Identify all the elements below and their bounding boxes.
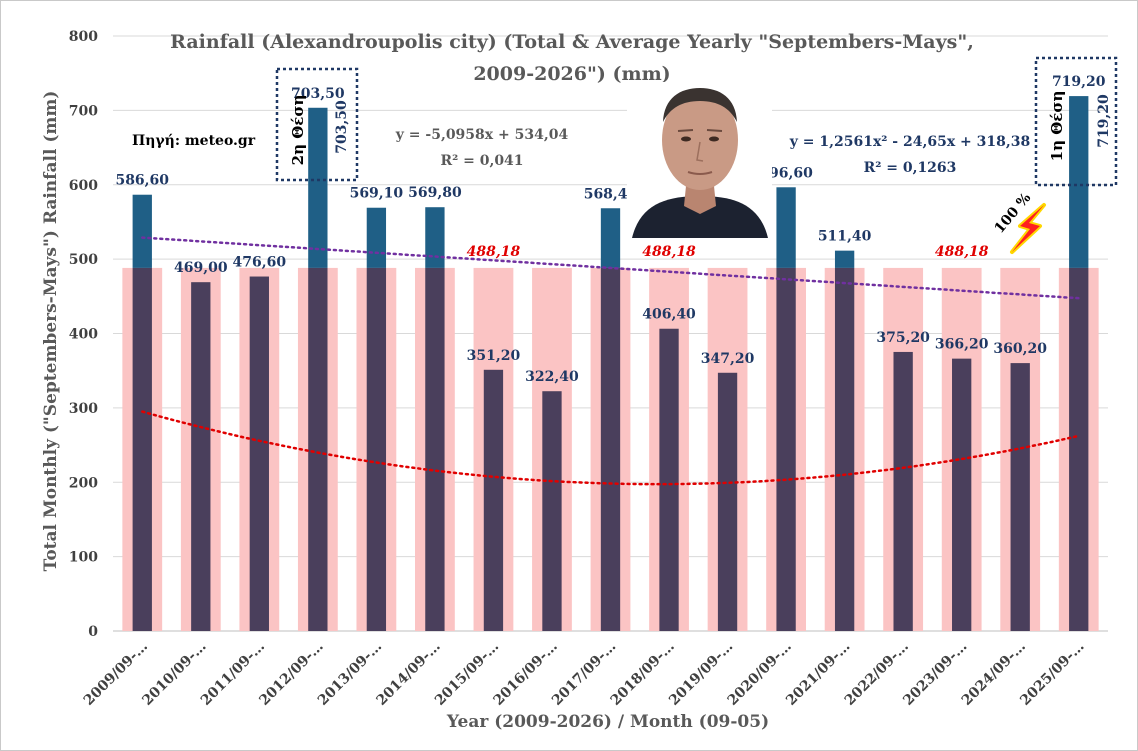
rainfall-bar	[1010, 363, 1030, 631]
rank2-value: 703,50	[334, 100, 350, 154]
x-axis-ticks: 2009/09-…2010/09-…2011/09-…2012/09-…2013…	[81, 639, 1088, 709]
value-label: 406,40	[642, 307, 696, 323]
rainfall-bar	[308, 107, 328, 268]
chart-title: Rainfall (Alexandroupolis city) (Total &…	[170, 31, 974, 53]
rainfall-bar	[776, 267, 796, 631]
y-tick-label: 500	[69, 252, 98, 268]
average-label: 488,18	[467, 244, 521, 260]
value-label: 596,60	[759, 165, 813, 181]
rainfall-bar	[834, 267, 855, 631]
rainfall-bar	[659, 328, 679, 631]
rainfall-bar	[952, 358, 972, 631]
average-label: 488,18	[642, 244, 696, 260]
average-label: 488,18	[935, 244, 989, 260]
trendlines	[141, 236, 1080, 486]
x-axis-title: Year (2009-2026) / Month (09-05)	[446, 712, 769, 732]
linear-trend-r2: R² = 0,041	[440, 153, 523, 169]
rainfall-bar	[308, 267, 328, 631]
rainfall-bar	[600, 208, 621, 268]
source-label: Πηγή: meteo.gr	[132, 133, 256, 149]
y-tick-label: 100	[69, 550, 98, 566]
rainfall-bar	[542, 391, 562, 631]
y-tick-label: 600	[69, 178, 98, 194]
polynomial-trendline	[141, 410, 1080, 486]
rainfall-bars	[132, 96, 1089, 631]
poly-trend-equation: y = 1,2561x² - 24,65x + 318,38	[789, 134, 1030, 150]
rainfall-bar	[600, 267, 621, 631]
y-axis-ticks: 0 100 200 300 400 500 600 700 800	[69, 29, 98, 640]
chart-title-line2: 2009-2026") (mm)	[473, 63, 670, 85]
rainfall-bar	[893, 351, 913, 631]
rank2-box	[275, 67, 359, 182]
y-tick-label: 400	[69, 327, 98, 343]
rank1-box	[1034, 56, 1118, 187]
value-label: 569,10	[350, 186, 404, 202]
rank2-text: 2η Θέση	[289, 95, 307, 166]
y-tick-label: 200	[69, 475, 98, 491]
rainfall-bar	[366, 207, 387, 268]
value-label: 347,20	[701, 351, 755, 367]
rank1-annotation: 1η Θέση 719,20	[1034, 56, 1118, 187]
value-label: 366,20	[935, 337, 989, 353]
value-label: 360,20	[993, 341, 1047, 357]
value-label: 511,40	[818, 229, 872, 245]
value-label: 568,40	[584, 186, 638, 202]
rainfall-bar	[425, 207, 445, 268]
y-tick-label: 800	[69, 29, 98, 45]
value-label: 322,40	[525, 369, 579, 385]
value-label: 703,50	[291, 86, 345, 102]
value-label: 351,20	[467, 348, 521, 364]
lightning-bolt-icon	[1010, 203, 1046, 254]
y-tick-label: 300	[69, 401, 98, 417]
linear-trend-equation: y = -5,0958x + 534,04	[395, 127, 569, 143]
poly-trend-r2: R² = 0,1263	[864, 160, 957, 176]
rank1-value: 719,20	[1096, 94, 1112, 148]
rainfall-bar	[834, 250, 855, 268]
value-label: 375,20	[876, 330, 930, 346]
rainfall-bar	[483, 369, 504, 631]
value-labels: 586,60 469,00 476,60 703,50 569,10 569,80 351,…	[115, 74, 1105, 385]
rainfall-bar	[1069, 267, 1089, 631]
rank1-text: 1η Θέση	[1048, 91, 1066, 162]
rainfall-bar	[366, 267, 387, 631]
rank2-annotation: 2η Θέση 703,50	[275, 67, 359, 182]
value-label: 476,60	[233, 255, 287, 271]
rainfall-bar	[132, 194, 152, 268]
y-tick-label: 0	[88, 624, 98, 640]
average-labels: 488,18 488,18 488,18	[467, 244, 989, 260]
rainfall-bar	[191, 282, 211, 631]
value-label: 469,00	[174, 260, 228, 276]
linear-trendline	[141, 236, 1080, 300]
y-axis-title: Total Monthly ("Septembers-Mays") Rainfa…	[41, 91, 61, 572]
portrait-photo	[627, 82, 772, 238]
rainfall-bar	[425, 267, 445, 631]
y-tick-label: 700	[69, 103, 98, 119]
rainfall-bar	[1069, 96, 1089, 268]
rainfall-bar	[132, 267, 152, 631]
rainfall-bar	[717, 372, 738, 631]
rainfall-bar	[249, 276, 269, 631]
rainfall-bar	[776, 187, 796, 268]
value-label: 719,20	[1052, 74, 1106, 90]
value-label: 586,60	[115, 173, 169, 189]
value-label: 569,80	[408, 185, 462, 201]
